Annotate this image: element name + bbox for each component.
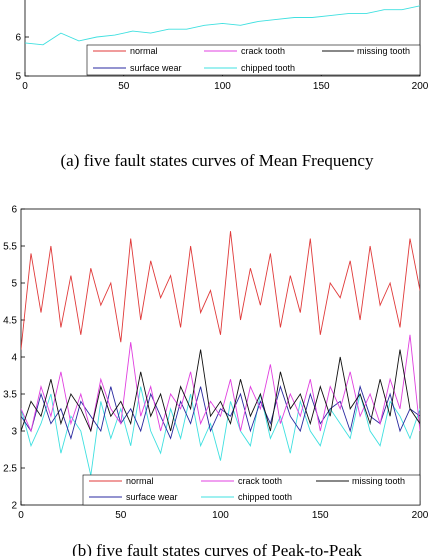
chart-b-series-normal [21, 231, 420, 350]
chart-a-caption: (a) five fault states curves of Mean Fre… [61, 151, 374, 170]
legend-a-crack-tooth-label: crack tooth [241, 46, 285, 56]
chart-b-ytick-label: 5 [11, 279, 17, 290]
chart-b-series-missing-tooth [21, 349, 420, 433]
chart-b-ytick-label: 3 [11, 427, 17, 438]
chart-b-ytick-label: 6 [11, 205, 17, 216]
chart-a-xtick-label: 100 [214, 81, 231, 92]
chart-b-caption: (b) five fault states curves of Peak-to-… [72, 541, 362, 556]
chart-a-ytick-label: 6 [15, 33, 21, 44]
chart-b-ytick-label: 3.5 [3, 390, 17, 401]
chart-b-legend: normal crack tooth missing tooth surface… [82, 474, 421, 506]
chart-b-ytick-label: 4.5 [3, 316, 17, 327]
legend-b-missing-tooth-label: missing tooth [352, 476, 405, 486]
chart-b-xtick-label: 50 [115, 510, 127, 521]
chart-a-xtick-label: 150 [313, 81, 330, 92]
chart-b-xtick-label: 200 [412, 510, 429, 521]
chart-a-series-chipped-tooth [25, 5, 420, 46]
chart-b-series-crack-tooth [21, 334, 420, 433]
chart-a-legend: normal crack tooth missing tooth surface… [86, 44, 421, 76]
chart-b-xtick-label: 150 [312, 510, 329, 521]
legend-b-chipped-tooth-label: chipped tooth [238, 492, 292, 502]
chart-b-series-surface-wear [21, 384, 420, 440]
legend-a-missing-tooth-label: missing tooth [357, 46, 410, 56]
chart-b-xtick-label: 100 [212, 510, 229, 521]
chart-b-series-chipped-tooth [21, 386, 420, 476]
chart-a-ytick-label: 5 [15, 72, 21, 83]
legend-b-surface-wear-label: surface wear [126, 492, 178, 502]
chart-b-ytick-label: 5.5 [3, 242, 17, 253]
chart-a-legend-box [86, 44, 421, 76]
legend-a-chipped-tooth-label: chipped tooth [241, 63, 295, 73]
chart-a-xtick-label: 50 [118, 81, 130, 92]
chart-a-xtick-label: 0 [22, 81, 28, 92]
legend-b-normal-label: normal [126, 476, 154, 486]
chart-b: 2 2.5 3 3.5 4 4.5 5 5.5 6 0 50 100 150 200 normal cr… [3, 205, 429, 556]
legend-b-crack-tooth-label: crack tooth [238, 476, 282, 486]
chart-a: 5 6 0 50 100 150 200 normal crack tooth missi… [15, 0, 429, 170]
chart-b-ytick-label: 4 [11, 353, 17, 364]
chart-a-xtick-label: 200 [412, 81, 429, 92]
chart-b-ytick-label: 2.5 [3, 464, 17, 475]
chart-b-ytick-label: 2 [11, 501, 17, 512]
chart-b-legend-box [82, 474, 421, 506]
legend-a-surface-wear-label: surface wear [130, 63, 182, 73]
legend-a-normal-label: normal [130, 46, 158, 56]
chart-b-xtick-label: 0 [18, 510, 24, 521]
